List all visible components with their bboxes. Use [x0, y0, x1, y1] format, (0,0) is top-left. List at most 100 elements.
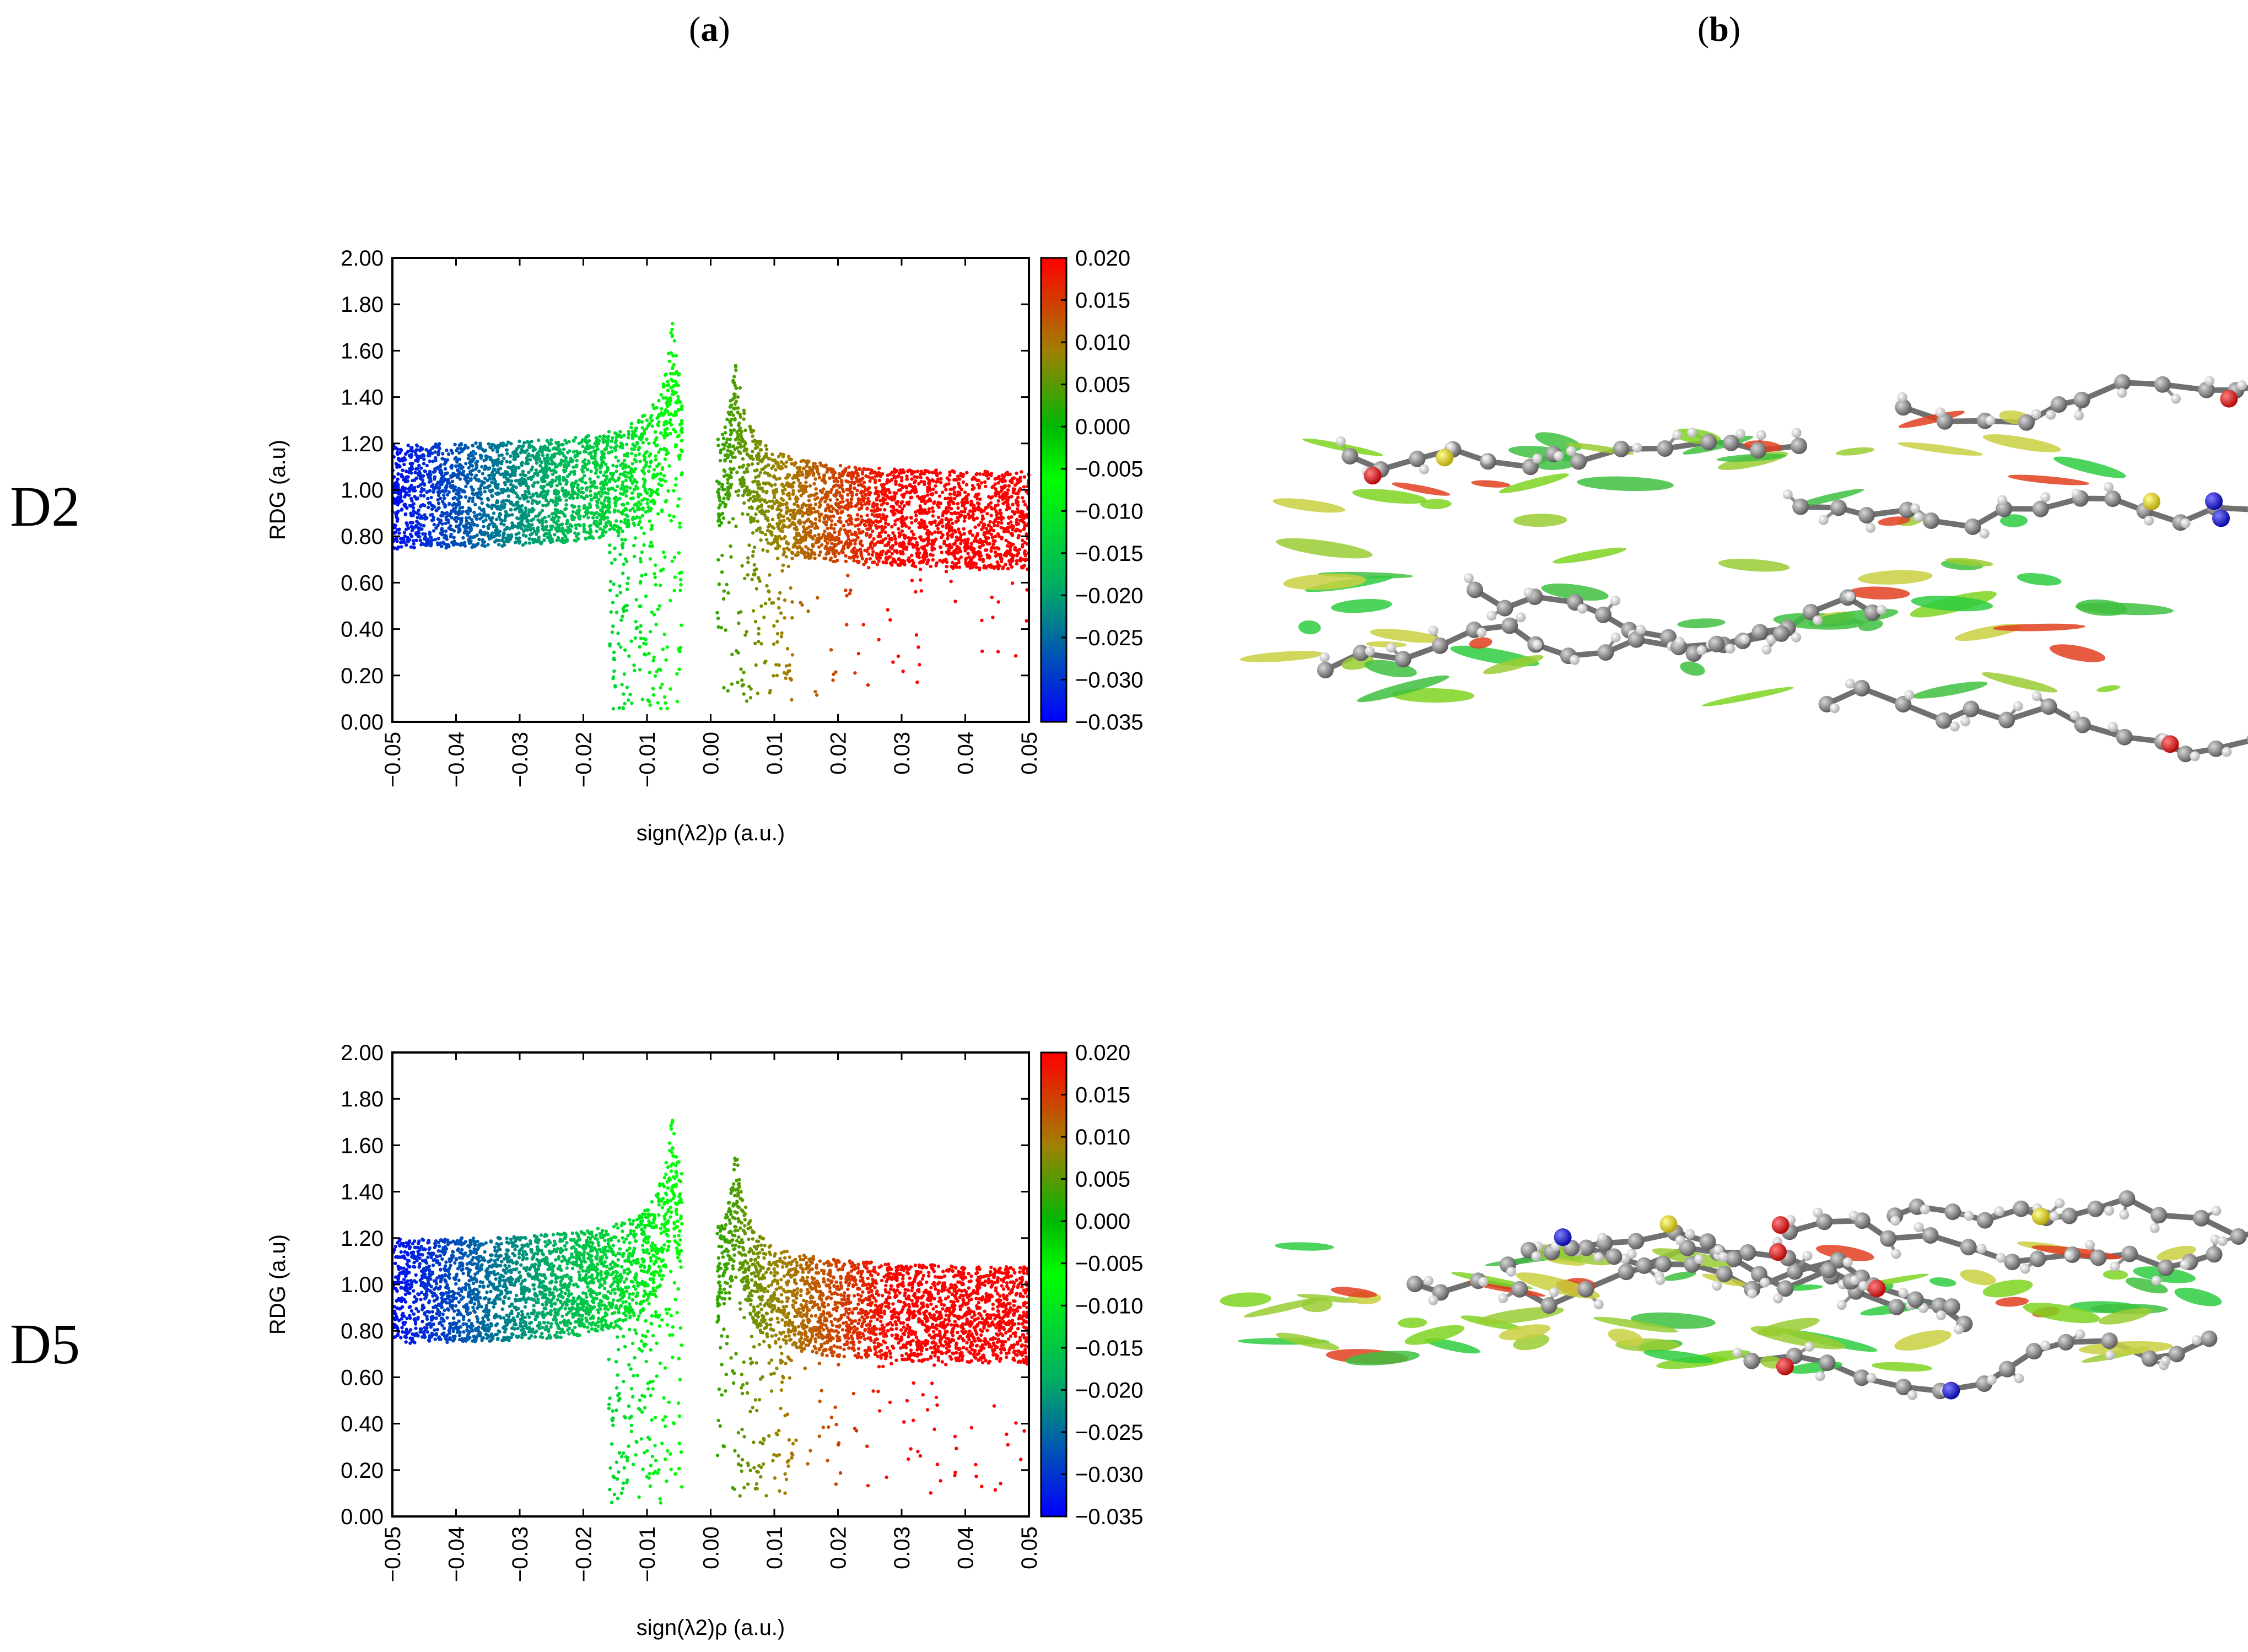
- data-point: [614, 465, 619, 468]
- data-point: [638, 516, 642, 520]
- data-point: [825, 470, 829, 474]
- data-point: [947, 478, 951, 482]
- data-point: [435, 466, 439, 471]
- data-point: [758, 579, 762, 583]
- data-point: [862, 496, 866, 500]
- data-point: [841, 500, 845, 504]
- data-point: [854, 553, 859, 558]
- data-point: [750, 462, 754, 466]
- data-point: [629, 425, 633, 430]
- data-point: [945, 526, 948, 530]
- data-point: [611, 436, 614, 440]
- data-point: [568, 523, 572, 527]
- data-point: [670, 327, 674, 332]
- data-point: [756, 519, 760, 523]
- data-point: [440, 510, 444, 515]
- data-point: [891, 531, 895, 535]
- data-point: [935, 561, 939, 565]
- data-point: [897, 531, 901, 535]
- data-point: [963, 510, 967, 514]
- data-point: [597, 439, 601, 442]
- data-point: [740, 484, 744, 488]
- data-point: [465, 480, 469, 484]
- data-point: [961, 480, 966, 484]
- data-point: [608, 644, 612, 648]
- data-point: [837, 536, 840, 541]
- data-point: [852, 559, 856, 563]
- data-point: [914, 514, 918, 517]
- data-point: [1004, 484, 1007, 488]
- data-point: [831, 474, 835, 478]
- data-point: [780, 631, 784, 635]
- data-point: [1021, 543, 1025, 547]
- data-point: [566, 492, 570, 496]
- data-point: [670, 333, 675, 338]
- data-point: [770, 484, 774, 488]
- data-point: [639, 560, 643, 564]
- data-point: [654, 438, 657, 442]
- data-point: [629, 478, 633, 483]
- data-point: [784, 465, 788, 469]
- data-point: [676, 504, 680, 508]
- data-point: [817, 536, 822, 540]
- data-point: [425, 463, 429, 468]
- data-point: [521, 469, 525, 473]
- data-point: [665, 449, 669, 453]
- data-point: [817, 505, 822, 509]
- data-point: [463, 444, 467, 447]
- data-point: [445, 449, 449, 452]
- data-point: [1002, 474, 1006, 478]
- data-point: [716, 444, 720, 447]
- data-point: [671, 322, 675, 326]
- data-point: [514, 479, 518, 483]
- data-point: [749, 520, 753, 524]
- data-point: [775, 541, 779, 544]
- data-point: [845, 488, 849, 492]
- data-point: [850, 532, 854, 536]
- data-point: [797, 540, 801, 544]
- data-point: [400, 508, 404, 511]
- data-point: [818, 515, 822, 519]
- data-point: [535, 461, 539, 465]
- data-point: [552, 454, 556, 458]
- data-point: [601, 505, 605, 509]
- data-point: [488, 477, 492, 481]
- data-point: [990, 536, 995, 539]
- data-point: [564, 482, 568, 486]
- data-point: [454, 542, 458, 546]
- data-point: [837, 532, 842, 537]
- data-point: [655, 443, 659, 447]
- data-point: [753, 469, 757, 473]
- data-point: [618, 445, 622, 449]
- data-point: [1021, 496, 1025, 500]
- data-point: [524, 534, 528, 538]
- data-point: [531, 498, 535, 503]
- data-point: [425, 473, 430, 477]
- data-point: [659, 393, 664, 397]
- data-point: [635, 442, 639, 446]
- data-point: [947, 518, 951, 522]
- data-point: [604, 521, 608, 525]
- data-point: [781, 563, 785, 567]
- data-point: [812, 482, 816, 486]
- data-point: [422, 462, 426, 466]
- data-point: [655, 670, 659, 674]
- data-point: [848, 591, 852, 596]
- data-point: [993, 535, 998, 538]
- data-point: [531, 484, 535, 488]
- data-point: [399, 541, 403, 544]
- data-point: [914, 633, 919, 637]
- data-point: [422, 494, 426, 498]
- data-point: [720, 433, 725, 436]
- data-point: [1006, 503, 1010, 506]
- data-point: [647, 651, 651, 656]
- data-point: [995, 476, 999, 481]
- data-point: [761, 457, 765, 461]
- data-point: [930, 493, 934, 496]
- data-point: [717, 582, 721, 586]
- data-point: [633, 636, 638, 640]
- data-point: [412, 509, 416, 513]
- data-point: [886, 522, 891, 526]
- data-point: [814, 487, 818, 491]
- data-point: [626, 436, 630, 440]
